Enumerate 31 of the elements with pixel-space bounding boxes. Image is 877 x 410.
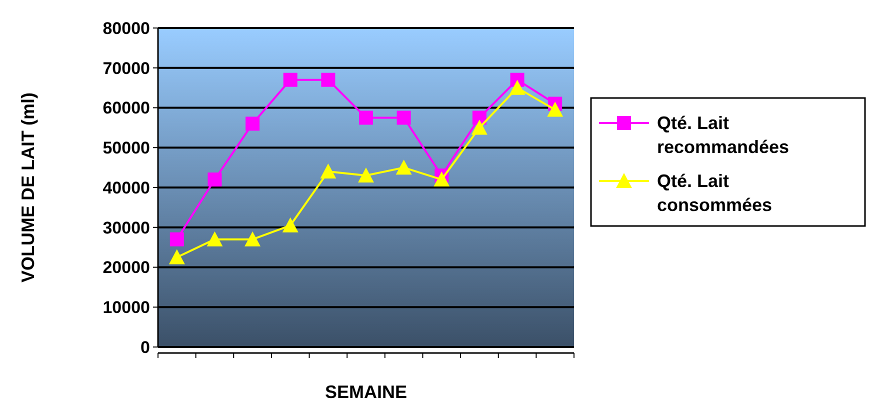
point — [358, 168, 374, 183]
point — [396, 110, 411, 125]
x-axis-title: SEMAINE — [324, 382, 408, 402]
point — [282, 217, 298, 232]
y-tick-label: 30000 — [102, 218, 150, 238]
point — [359, 110, 373, 125]
point — [244, 231, 261, 246]
point — [547, 102, 564, 117]
point — [168, 249, 185, 264]
y-tick-label: 80000 — [102, 18, 150, 38]
legend-label: Qté. Lait recommandées — [657, 113, 790, 157]
point — [471, 120, 488, 135]
point — [509, 80, 526, 95]
point — [283, 72, 298, 87]
point — [434, 172, 450, 187]
y-tick-label: 70000 — [102, 58, 150, 78]
y-tick-label: 50000 — [102, 138, 150, 158]
y-tick-label: 20000 — [102, 258, 150, 278]
point — [170, 232, 184, 246]
y-tick-label: 10000 — [102, 298, 150, 318]
legend-label: Qté. Lait consommées — [657, 171, 772, 215]
y-tick-label: 40000 — [102, 178, 150, 198]
point — [208, 172, 222, 187]
y-tick-label: 60000 — [102, 98, 150, 118]
point — [320, 164, 336, 179]
point — [321, 72, 336, 87]
point — [396, 160, 412, 175]
point — [246, 116, 260, 131]
y-tick-label: 0 — [140, 338, 150, 357]
point — [206, 231, 223, 246]
y-axis-title: VOLUME DE LAIT (ml) — [18, 92, 38, 282]
